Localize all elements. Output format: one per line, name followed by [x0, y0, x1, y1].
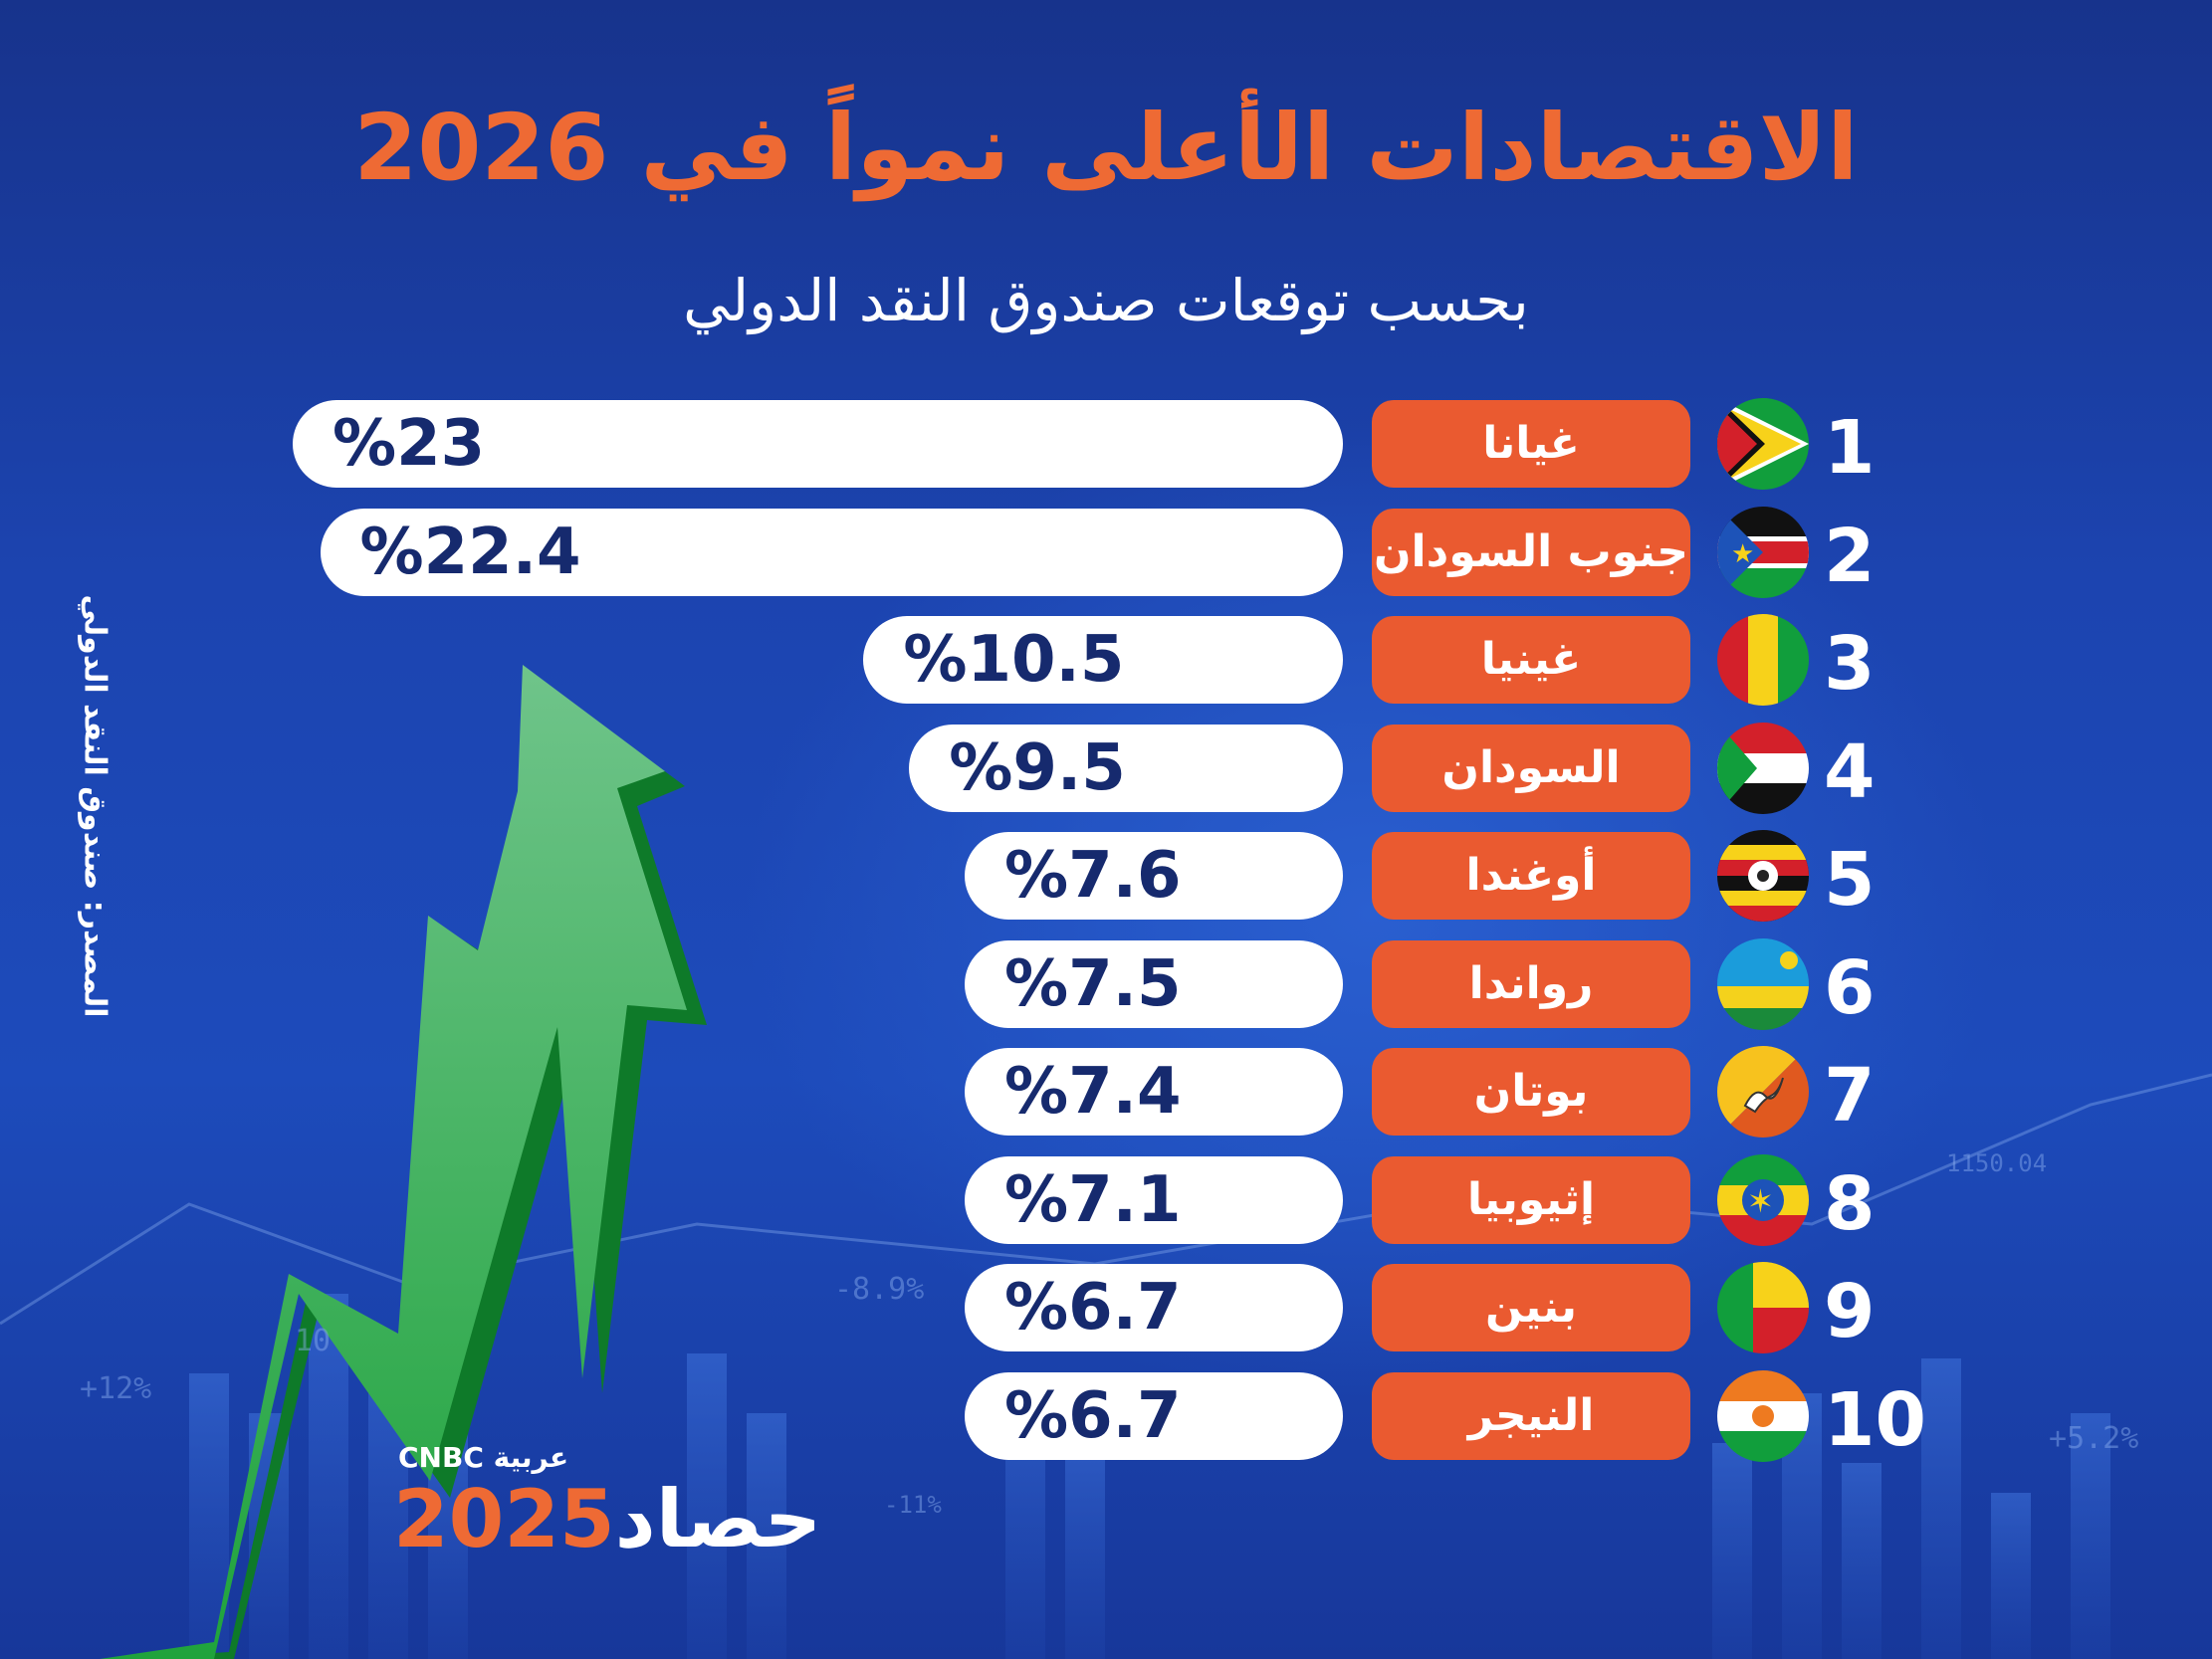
- rwanda-flag-icon: [1717, 937, 1809, 1030]
- value-label: %10.5: [903, 623, 1125, 697]
- country-label: جنوب السودان: [1372, 508, 1690, 596]
- ticker-text: 10: [295, 1324, 332, 1358]
- country-label: رواندا: [1372, 939, 1690, 1028]
- value-bar: [965, 1048, 1343, 1136]
- south-sudan-flag-icon: ★: [1717, 506, 1809, 598]
- ticker-text: +12%: [80, 1371, 152, 1406]
- growth-arrow-graphic: [100, 665, 707, 1659]
- rank-number: 10: [1824, 1376, 1926, 1463]
- brand-word: حصاد: [614, 1473, 822, 1565]
- ticker-text: +5.2%: [2049, 1421, 2139, 1456]
- svg-text:✶: ✶: [1747, 1182, 1774, 1220]
- value-label: %7.4: [1004, 1055, 1182, 1129]
- guinea-flag-icon: [1717, 614, 1809, 706]
- rank-number: 5: [1824, 837, 1876, 923]
- ranking-row: %10.5 غينيا 3: [0, 614, 2212, 707]
- ranking-row: %7.4 بوتان 7: [0, 1046, 2212, 1139]
- bhutan-flag-icon: [1717, 1046, 1809, 1138]
- rank-number: 1: [1824, 405, 1876, 491]
- rank-number: 8: [1824, 1160, 1876, 1247]
- page-subtitle: بحسب توقعات صندوق النقد الدولي: [683, 267, 1529, 334]
- value-bar: [965, 1371, 1343, 1460]
- sudan-flag-icon: [1717, 722, 1809, 814]
- page-title: الاقتصادات الأعلى نمواً في 2026: [353, 95, 1859, 201]
- value-label: %7.5: [1004, 946, 1182, 1021]
- brand-logo: 2025حصاد: [393, 1473, 821, 1565]
- ranking-row: %22.4 جنوب السودان ★ 2: [0, 506, 2212, 599]
- benin-flag-icon: [1717, 1262, 1809, 1353]
- value-label: %7.1: [1004, 1162, 1182, 1237]
- ranking-row: %7.6 أوغندا 5: [0, 830, 2212, 923]
- ticker-text: -11%: [884, 1491, 942, 1519]
- ticker-text: -8.9%: [834, 1272, 925, 1307]
- source-note: المصدر: صندوق النقد الدولي: [77, 594, 112, 1018]
- country-label: بوتان: [1372, 1048, 1690, 1136]
- value-bar: [965, 939, 1343, 1028]
- uganda-flag-icon: [1717, 830, 1809, 922]
- cnbc-logo: CNBC عربية: [398, 1441, 569, 1474]
- value-label: %9.5: [949, 730, 1126, 805]
- value-bar: [965, 832, 1343, 920]
- value-label: %7.6: [1004, 839, 1182, 913]
- value-label: %22.4: [359, 515, 581, 589]
- niger-flag-icon: [1717, 1369, 1809, 1462]
- value-bar: [293, 400, 1343, 488]
- rank-number: 6: [1824, 944, 1876, 1031]
- ticker-text: 1150.04: [1946, 1149, 2048, 1177]
- ranking-row: %7.1 إثيوبيا ✶ 8: [0, 1153, 2212, 1247]
- value-bar: [909, 724, 1343, 812]
- ranking-row: %6.7 بنين 9: [0, 1262, 2212, 1354]
- rank-number: 3: [1824, 621, 1876, 707]
- rank-number: 7: [1824, 1053, 1876, 1139]
- brand-year: 2025: [393, 1473, 615, 1565]
- value-bar: [965, 1155, 1343, 1244]
- value-label: %6.7: [1004, 1378, 1182, 1453]
- country-label: غيانا: [1372, 400, 1690, 488]
- ranking-row: %7.5 رواندا 6: [0, 937, 2212, 1031]
- ethiopia-flag-icon: ✶: [1717, 1153, 1809, 1246]
- ranking-row: %6.7 النيجر 10: [0, 1369, 2212, 1463]
- rank-number: 4: [1824, 728, 1876, 815]
- value-label: %23: [332, 407, 486, 481]
- svg-text:★: ★: [1731, 539, 1754, 569]
- country-label: النيجر: [1372, 1371, 1690, 1460]
- country-label: إثيوبيا: [1372, 1155, 1690, 1244]
- guyana-flag-icon: [1717, 398, 1809, 490]
- value-label: %6.7: [1004, 1271, 1182, 1345]
- country-label: غينيا: [1372, 616, 1690, 704]
- value-bar: [863, 616, 1343, 704]
- ranking-row: %9.5 السودان 4: [0, 722, 2212, 815]
- rank-number: 2: [1824, 513, 1876, 599]
- country-label: أوغندا: [1372, 832, 1690, 920]
- value-bar: [965, 1264, 1343, 1351]
- country-label: السودان: [1372, 724, 1690, 812]
- rank-number: 9: [1824, 1269, 1876, 1354]
- ranking-row: %23 غيانا 1: [0, 398, 2212, 491]
- country-label: بنين: [1372, 1264, 1690, 1351]
- value-bar: [320, 508, 1343, 596]
